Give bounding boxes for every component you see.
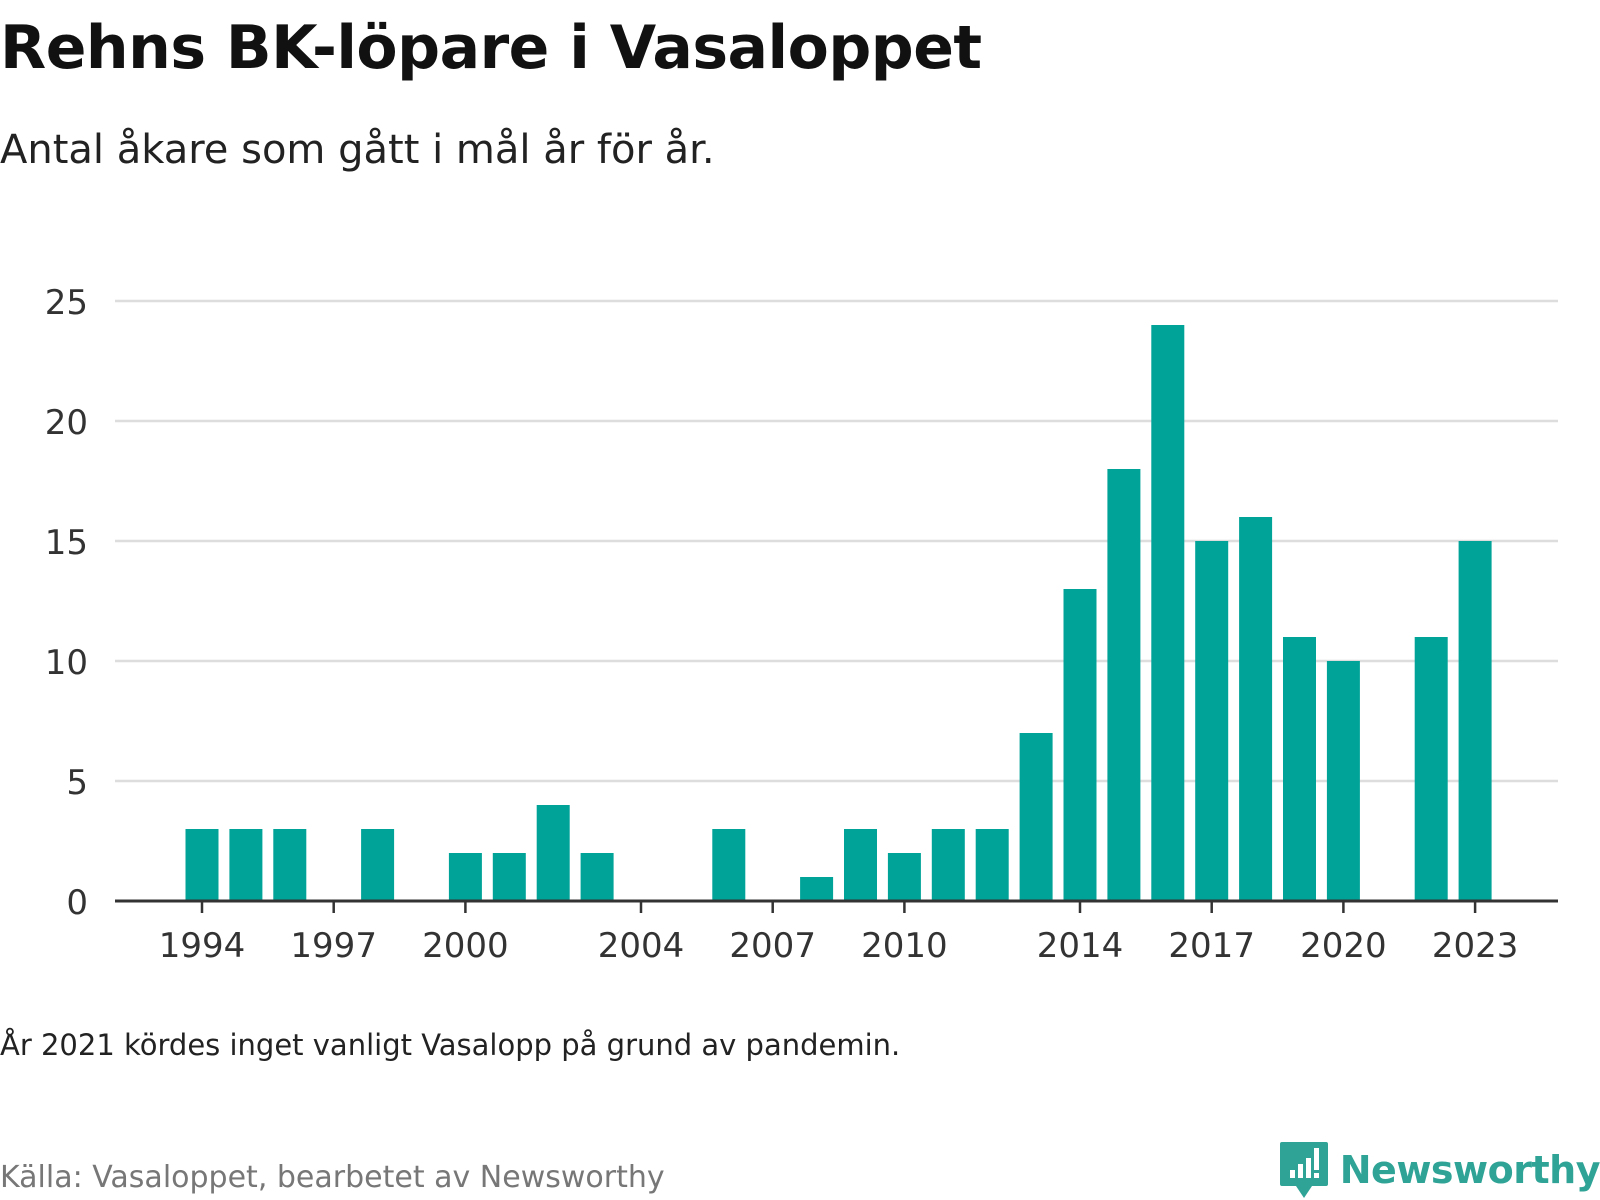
- x-tick-label: 2020: [1300, 926, 1387, 966]
- chart-title: Rehns BK-löpare i Vasaloppet: [0, 13, 982, 83]
- bar-2009: [844, 829, 877, 901]
- source-credit: Källa: Vasaloppet, bearbetet av Newswort…: [0, 1160, 665, 1195]
- y-tick-label: 10: [45, 643, 88, 683]
- bar-2015: [1107, 469, 1141, 901]
- bar-2010: [887, 853, 921, 901]
- bar-2002: [536, 805, 570, 901]
- x-tick-label: 2023: [1432, 926, 1519, 966]
- y-tick-label: 15: [45, 523, 88, 563]
- bar-2006: [712, 829, 746, 901]
- bar-2014: [1063, 589, 1097, 901]
- y-tick-label: 20: [45, 403, 88, 443]
- bar-chart: 0 5 10 15 20 25 1994 1997 2000 2004 2007 2010 2014 2…: [45, 283, 1558, 966]
- x-tick-label: 1994: [159, 926, 246, 966]
- y-axis-tick-labels: 0 5 10 15 20 25: [45, 283, 88, 923]
- bar-2013: [1019, 733, 1053, 901]
- x-tick-label: 2007: [729, 926, 816, 966]
- bar-1998: [361, 829, 395, 901]
- x-tick-label: 2017: [1168, 926, 1255, 966]
- x-axis: [115, 899, 1558, 913]
- bar-2000: [448, 853, 482, 901]
- bar-2018: [1239, 517, 1273, 901]
- y-tick-label: 5: [66, 763, 88, 803]
- bar-2011: [931, 829, 965, 901]
- brand-name: Newsworthy: [1339, 1148, 1600, 1192]
- bar-2016: [1151, 325, 1185, 901]
- bar-2003: [580, 853, 614, 901]
- bar-1995: [229, 829, 263, 901]
- bar-2008: [800, 877, 834, 901]
- bar-2023: [1458, 541, 1492, 901]
- bar-2020: [1326, 661, 1360, 901]
- chart-subtitle: Antal åkare som gått i mål år för år.: [0, 127, 715, 173]
- brand-logo[interactable]: Newsworthy: [1278, 1140, 1600, 1200]
- bar-2017: [1195, 541, 1229, 901]
- newsworthy-logo-icon: [1279, 1142, 1328, 1198]
- bar-2022: [1414, 637, 1448, 901]
- bars: [185, 325, 1492, 901]
- y-tick-label: 25: [45, 283, 88, 323]
- x-tick-label: 2014: [1037, 926, 1124, 966]
- bar-2012: [975, 829, 1009, 901]
- x-axis-tick-labels: 1994 1997 2000 2004 2007 2010 2014 2017 2020 2023: [159, 926, 1519, 966]
- bar-1994: [185, 829, 219, 901]
- gridlines: [115, 299, 1558, 783]
- y-tick-label: 0: [66, 883, 88, 923]
- bar-1996: [273, 829, 307, 901]
- footnote: År 2021 kördes inget vanligt Vasalopp på…: [0, 1028, 901, 1062]
- x-tick-label: 2010: [861, 926, 948, 966]
- x-tick-label: 1997: [290, 926, 377, 966]
- x-tick-label: 2004: [598, 926, 685, 966]
- x-tick-label: 2000: [422, 926, 509, 966]
- bar-2019: [1283, 637, 1316, 901]
- bar-2001: [492, 853, 526, 901]
